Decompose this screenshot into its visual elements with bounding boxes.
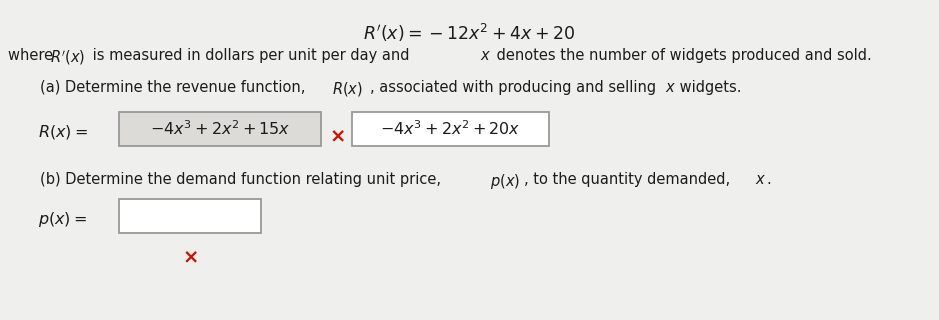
Text: is measured in dollars per unit per day and: is measured in dollars per unit per day … xyxy=(88,48,414,63)
Text: $-4x^3 + 2x^2 + 20x$: $-4x^3 + 2x^2 + 20x$ xyxy=(380,120,521,138)
Text: $R(x)$: $R(x)$ xyxy=(332,80,362,98)
Text: .: . xyxy=(766,172,771,187)
Text: , to the quantity demanded,: , to the quantity demanded, xyxy=(524,172,734,187)
Text: , associated with producing and selling: , associated with producing and selling xyxy=(370,80,661,95)
Text: where: where xyxy=(8,48,58,63)
FancyBboxPatch shape xyxy=(352,112,549,146)
Text: (a) Determine the revenue function,: (a) Determine the revenue function, xyxy=(40,80,310,95)
Text: $p(x)$: $p(x)$ xyxy=(490,172,520,191)
Text: $\mathbf{\times}$: $\mathbf{\times}$ xyxy=(329,127,345,146)
Text: $x$: $x$ xyxy=(665,80,676,95)
Text: $R'(x) = -12x^2 + 4x + 20$: $R'(x) = -12x^2 + 4x + 20$ xyxy=(363,22,575,44)
Text: $R(x) =$: $R(x) =$ xyxy=(38,123,88,141)
Text: $\mathbf{\times}$: $\mathbf{\times}$ xyxy=(182,248,198,267)
Text: $R'(x)$: $R'(x)$ xyxy=(50,48,85,67)
Text: widgets.: widgets. xyxy=(675,80,742,95)
Text: $p(x) =$: $p(x) =$ xyxy=(38,210,87,229)
FancyBboxPatch shape xyxy=(119,112,321,146)
Text: $x$: $x$ xyxy=(755,172,766,187)
FancyBboxPatch shape xyxy=(119,199,261,233)
Text: (b) Determine the demand function relating unit price,: (b) Determine the demand function relati… xyxy=(40,172,446,187)
Text: $-4x^3 + 2x^2 + 15x$: $-4x^3 + 2x^2 + 15x$ xyxy=(149,120,290,138)
Text: $x$: $x$ xyxy=(480,48,491,63)
Text: denotes the number of widgets produced and sold.: denotes the number of widgets produced a… xyxy=(492,48,871,63)
